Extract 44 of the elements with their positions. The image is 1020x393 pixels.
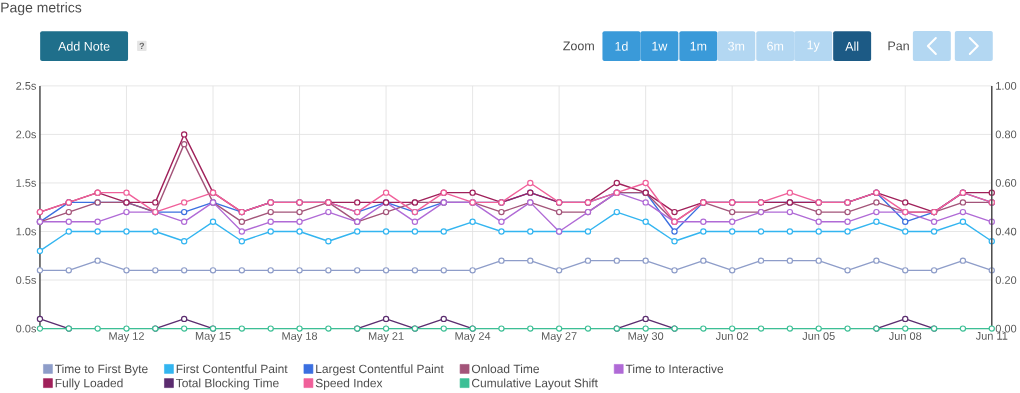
text: All (845, 41, 859, 51)
text: Add Note (58, 41, 110, 51)
legend-label: First Contentful Paint (176, 364, 288, 374)
x-tick-label: Jun 11 (975, 332, 1008, 340)
y2-tick-label: 0.00 (995, 324, 1017, 333)
text: Pan (888, 41, 909, 51)
legend-label: Time to First Byte (55, 364, 148, 376)
text: 6m (767, 41, 784, 51)
y-tick-label: 1.0s (16, 227, 37, 236)
y-tick-label: 1.5s (16, 179, 37, 187)
text: 3m (728, 41, 745, 51)
text: 1y (807, 40, 820, 52)
x-tick-label: May 21 (368, 332, 404, 343)
y2-tick-label: 0.60 (995, 179, 1017, 188)
text: ? (139, 42, 145, 50)
legend-label: Time to Interactive (625, 364, 724, 374)
text: 1w (652, 42, 668, 51)
chart-title: Page metrics (1, 2, 82, 16)
legend-label: Total Blocking Time (176, 378, 279, 390)
y2-tick-label: 0.80 (995, 130, 1017, 139)
y2-tick-label: 0.40 (995, 227, 1017, 236)
legend-label: Onload Time (471, 364, 539, 374)
x-tick-label: May 12 (109, 332, 144, 343)
legend-label: Largest Contentful Paint (316, 364, 444, 376)
x-tick-label: May 15 (195, 332, 231, 343)
legend-label: Speed Index (315, 378, 383, 390)
x-tick-label: Jun 08 (888, 332, 922, 341)
y-tick-label: 0.5s (16, 276, 37, 285)
x-tick-label: May 18 (282, 332, 318, 343)
x-tick-label: May 24 (455, 332, 491, 343)
y-tick-label: 0.0s (16, 324, 37, 333)
y-tick-label: 2.5s (16, 82, 37, 90)
text: Zoom (563, 41, 594, 51)
text: 1m (690, 42, 707, 51)
x-tick-label: Jun 02 (715, 332, 749, 341)
legend-label: Cumulative Layout Shift (471, 378, 598, 390)
x-tick-label: Jun 05 (802, 332, 835, 341)
x-tick-label: May 30 (628, 332, 664, 343)
y2-tick-label: 0.20 (995, 276, 1017, 285)
text: 1d (615, 41, 628, 51)
y-tick-label: 2.0s (16, 130, 37, 139)
x-tick-label: May 27 (542, 332, 577, 343)
y2-tick-label: 1.00 (996, 82, 1017, 90)
legend-label: Fully Loaded (55, 378, 123, 390)
